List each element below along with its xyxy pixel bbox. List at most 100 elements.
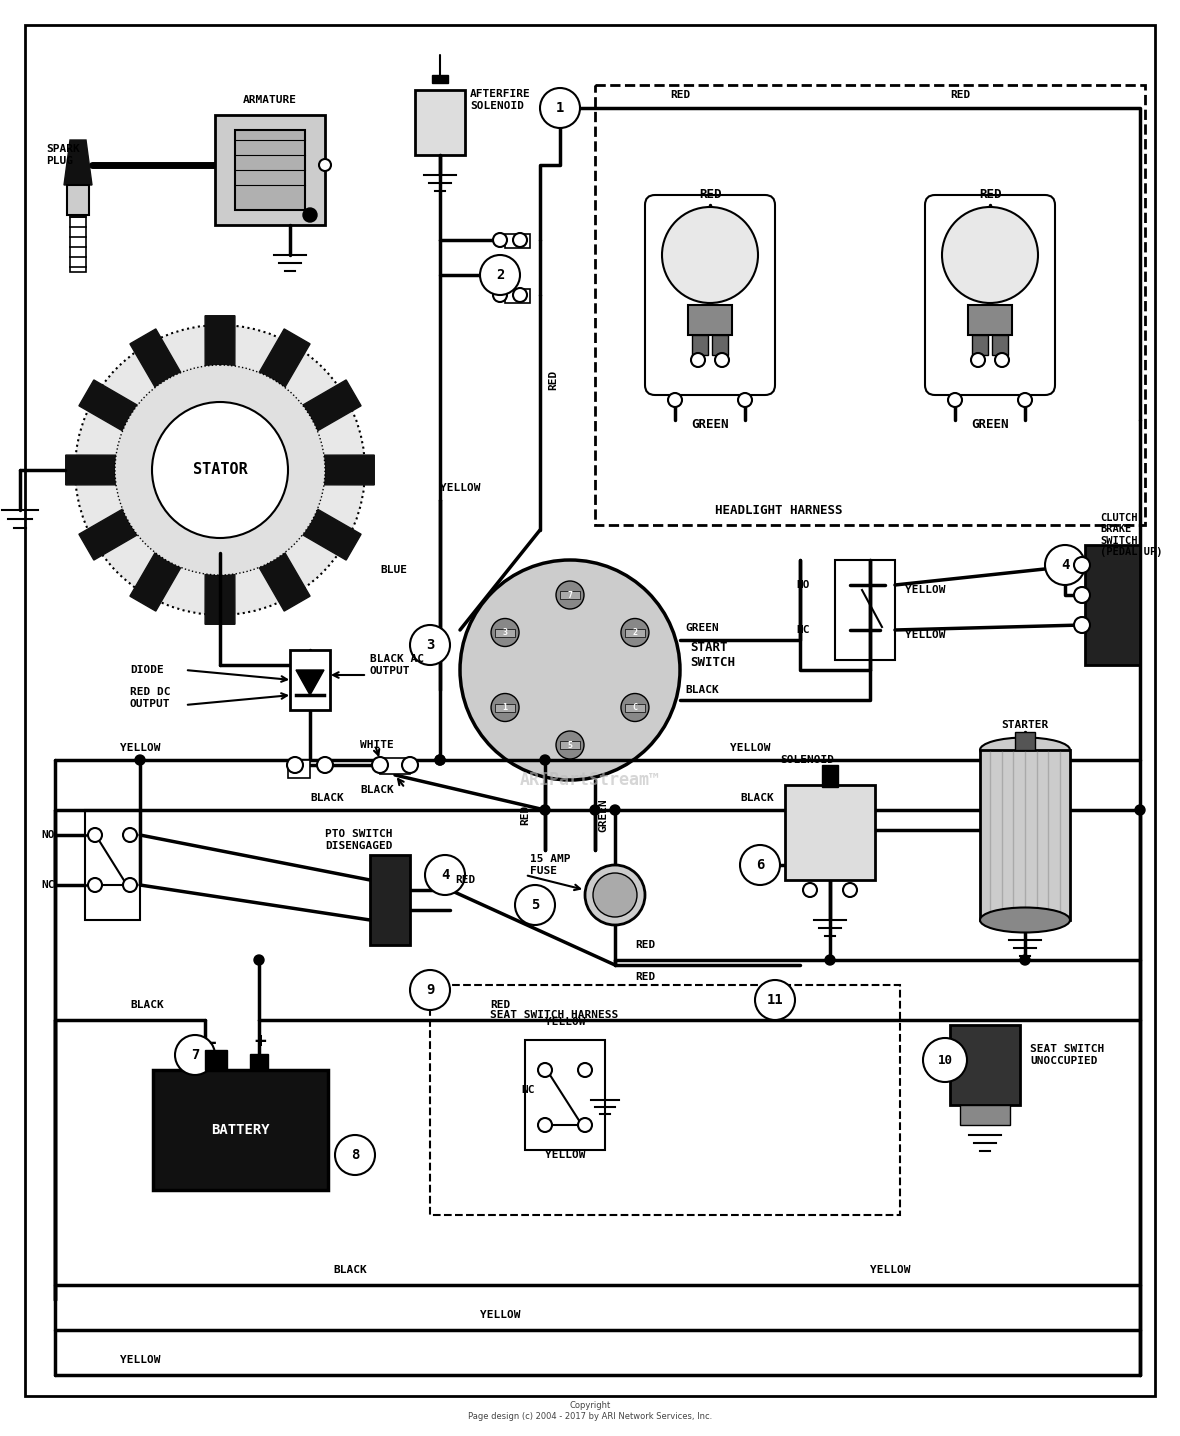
Bar [625,704,645,711]
Circle shape [460,560,680,780]
Circle shape [402,757,418,773]
Text: RED: RED [635,972,655,982]
Text: RED: RED [950,90,970,101]
Bar [950,1025,1020,1104]
Bar [67,185,88,215]
Ellipse shape [981,908,1070,932]
Circle shape [513,289,527,302]
Bar [496,629,514,636]
Circle shape [114,365,324,574]
Text: SPARK
PLUG: SPARK PLUG [46,144,80,165]
Text: 2: 2 [632,628,637,638]
Bar [981,750,1070,920]
Text: 8: 8 [350,1147,359,1162]
Text: YELLOW: YELLOW [730,742,771,752]
Bar [972,335,988,355]
Circle shape [594,873,637,918]
FancyBboxPatch shape [645,195,775,395]
Bar [496,704,514,711]
Circle shape [804,883,817,898]
Bar [250,1054,268,1070]
Bar [968,304,1012,335]
Circle shape [435,755,445,765]
Text: RED: RED [520,804,530,826]
Text: RED: RED [670,90,690,101]
Text: WHITE: WHITE [360,740,394,750]
Circle shape [578,1119,592,1132]
Bar [1084,546,1140,665]
Text: BLACK: BLACK [360,785,394,796]
Circle shape [123,829,137,841]
Circle shape [480,256,520,294]
Text: YELLOW: YELLOW [870,1265,911,1275]
Text: 1: 1 [503,704,507,712]
Text: 5: 5 [531,898,539,912]
Text: 5: 5 [568,741,572,750]
Bar [215,115,324,225]
Text: BLACK: BLACK [333,1265,367,1275]
Circle shape [540,88,581,128]
Text: 7: 7 [191,1048,199,1063]
Text: ARIPartStream™: ARIPartStream™ [520,771,660,788]
Circle shape [514,885,555,925]
Circle shape [175,1035,215,1076]
Polygon shape [205,569,235,625]
Text: GREEN: GREEN [971,418,1009,431]
Text: YELLOW: YELLOW [440,482,480,493]
Text: 3: 3 [503,628,507,638]
Text: RED: RED [635,941,655,951]
Bar [992,335,1008,355]
Bar [712,335,728,355]
Bar [822,765,838,787]
Text: YELLOW: YELLOW [905,630,945,640]
Text: C: C [632,704,637,712]
Bar [961,1104,1010,1124]
Text: 1: 1 [556,101,564,115]
Text: SOLENOID: SOLENOID [780,755,834,765]
Circle shape [942,207,1038,303]
Circle shape [995,353,1009,368]
Bar [505,234,530,248]
FancyBboxPatch shape [925,195,1055,395]
Text: NC: NC [522,1086,535,1096]
Text: GREEN: GREEN [598,798,608,831]
Text: YELLOW: YELLOW [545,1017,585,1027]
Bar [70,217,86,271]
Text: RED DC
OUTPUT: RED DC OUTPUT [130,688,170,709]
Polygon shape [299,381,361,434]
Text: YELLOW: YELLOW [480,1310,520,1320]
Text: CLUTCH
BRAKE
SWITCH
(PEDAL UP): CLUTCH BRAKE SWITCH (PEDAL UP) [1100,513,1162,557]
Text: -: - [206,1032,218,1051]
Text: ARMATURE: ARMATURE [243,95,297,105]
Circle shape [556,582,584,609]
Polygon shape [256,329,310,392]
Circle shape [76,325,365,615]
Text: GREEN: GREEN [691,418,729,431]
Text: +: + [254,1032,266,1051]
Circle shape [319,159,332,171]
Bar [560,592,581,599]
Circle shape [621,694,649,721]
Circle shape [1045,546,1084,584]
Bar [835,560,894,661]
Text: RED: RED [978,188,1002,201]
Circle shape [493,289,507,302]
Circle shape [740,844,780,885]
Text: BLACK: BLACK [130,999,164,1010]
Polygon shape [130,549,183,612]
Circle shape [135,755,145,765]
Circle shape [1074,587,1090,603]
Circle shape [585,864,645,925]
Circle shape [540,806,550,816]
Text: 11: 11 [767,994,784,1007]
Bar [371,854,409,945]
Polygon shape [299,507,361,560]
Circle shape [123,877,137,892]
Circle shape [88,829,101,841]
Bar [1015,732,1035,750]
Text: 2: 2 [496,269,504,281]
Polygon shape [296,671,325,695]
Polygon shape [205,316,235,370]
Text: START
SWITCH: START SWITCH [690,640,735,669]
Bar [235,131,304,210]
